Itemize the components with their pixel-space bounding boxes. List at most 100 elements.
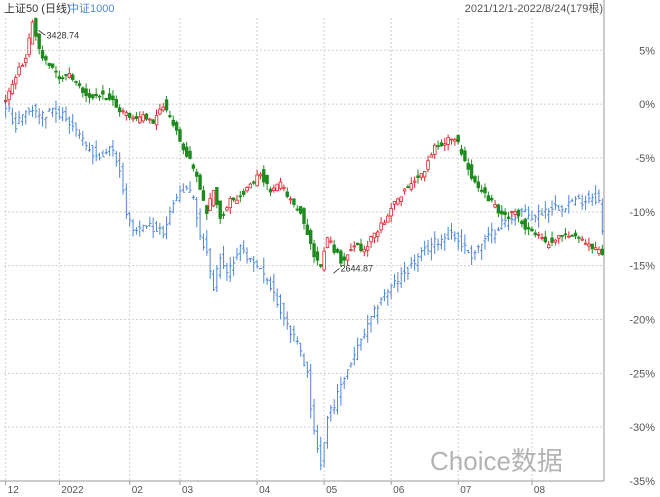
sse50-candle xyxy=(104,97,108,101)
x-tick-label: 04 xyxy=(259,485,271,496)
csi1000-bar xyxy=(91,144,95,165)
csi1000-bar xyxy=(423,240,427,256)
csi1000-bar xyxy=(419,247,423,262)
csi1000-bar xyxy=(185,185,189,191)
csi1000-bar xyxy=(54,100,58,123)
sse50-candle xyxy=(288,196,293,205)
csi1000-bar xyxy=(590,193,594,206)
csi1000-bar xyxy=(238,244,242,261)
csi1000-bar xyxy=(540,208,544,216)
x-axis-ticks: 12 2022 02 03 04 05 06 07 08 xyxy=(5,481,545,496)
csi1000-bar xyxy=(40,110,45,127)
sse50-candle xyxy=(416,169,420,184)
sse50-candle xyxy=(503,208,507,220)
y-tick-label: -25% xyxy=(629,368,655,380)
csi1000-bar xyxy=(262,257,266,284)
sse50-candle xyxy=(84,83,88,103)
sse50-candle xyxy=(124,110,129,121)
csi1000-bar xyxy=(557,204,561,211)
csi1000-bar xyxy=(188,181,192,193)
sse50-candle xyxy=(486,191,491,202)
sse50-candle xyxy=(225,205,229,212)
sse50-candle xyxy=(292,197,296,208)
csi1000-bar xyxy=(94,140,98,162)
sse50-candle xyxy=(533,229,537,238)
csi1000-bar xyxy=(325,415,330,449)
sse50-candle xyxy=(161,102,165,113)
csi1000-bar xyxy=(597,189,601,204)
csi1000-bar xyxy=(198,208,202,240)
sse50-candle xyxy=(228,196,232,214)
sse50-candle xyxy=(221,211,226,220)
csi1000-bar xyxy=(372,305,376,319)
sse50-candle xyxy=(600,244,605,256)
sse50-candle xyxy=(14,74,18,90)
csi1000-bar xyxy=(67,116,71,134)
csi1000-bar xyxy=(181,183,185,193)
csi1000-bar xyxy=(24,110,28,125)
sse50-candle xyxy=(506,211,511,221)
csi1000-bar xyxy=(131,218,135,237)
csi1000-bar xyxy=(345,369,350,380)
csi1000-bar xyxy=(466,249,470,254)
csi1000-bar xyxy=(426,239,430,256)
csi1000-bar xyxy=(523,204,527,213)
x-tick-label: 07 xyxy=(460,485,472,496)
sse50-candle xyxy=(44,54,48,65)
sse50-candle xyxy=(426,155,430,173)
sse50-candle xyxy=(560,234,564,242)
csi1000-bar xyxy=(580,194,584,210)
csi1000-bar xyxy=(101,150,105,158)
sse50-candle xyxy=(429,152,434,158)
csi1000-bar xyxy=(61,106,65,122)
sse50-candle xyxy=(399,196,403,207)
x-tick-label: 2022 xyxy=(61,485,84,496)
csi1000-bar xyxy=(178,185,182,203)
sse50-candle xyxy=(245,186,249,193)
sse50-candle xyxy=(241,188,246,198)
csi1000-bar xyxy=(285,311,289,330)
sse50-candle xyxy=(164,95,169,113)
sse50-candle xyxy=(443,137,447,151)
csi1000-bar xyxy=(416,253,420,273)
sse50-candle xyxy=(10,79,15,95)
sse50-candle xyxy=(238,190,243,203)
sse50-candle xyxy=(275,183,279,192)
sse50-candle xyxy=(215,187,219,209)
sse50-candle xyxy=(402,188,407,195)
csi1000-bar xyxy=(409,256,413,269)
csi1000-bar xyxy=(232,256,236,276)
sse50-candle xyxy=(476,175,481,192)
csi1000-bar xyxy=(486,226,490,242)
sse50-candle xyxy=(168,110,172,119)
sse50-candle xyxy=(178,127,182,143)
legend: 上证50 (日线) 中证1000 2021/12/1-2022/8/24(179… xyxy=(4,1,603,15)
sse50-candle xyxy=(386,213,390,223)
sse50-candle xyxy=(3,94,8,104)
sse50-candle xyxy=(419,173,424,181)
sse50-candle xyxy=(81,86,85,98)
csi1000-bar xyxy=(208,247,212,280)
csi1000-bar xyxy=(567,195,571,214)
csi1000-bar xyxy=(164,216,169,240)
sse50-candle xyxy=(198,173,202,191)
csi1000-bar xyxy=(399,267,403,289)
csi1000-bar xyxy=(71,113,75,132)
sse50-candle xyxy=(479,184,484,194)
csi1000-bar xyxy=(553,195,557,211)
sse50-candle xyxy=(305,218,310,236)
sse50-candle xyxy=(540,233,544,241)
sse50-candle xyxy=(141,111,145,124)
csi1000-bar xyxy=(37,108,41,125)
csi1000-bar xyxy=(51,107,55,118)
sse50-candle xyxy=(523,217,527,235)
sse50-candle xyxy=(94,88,98,99)
sse50-candle xyxy=(473,174,477,184)
csi1000-bar xyxy=(456,232,460,251)
sse50-candle xyxy=(24,53,28,68)
sse50-candle xyxy=(248,182,253,189)
sse50-candle xyxy=(520,219,524,228)
sse50-candle xyxy=(510,210,514,218)
csi1000-bar xyxy=(57,105,61,120)
